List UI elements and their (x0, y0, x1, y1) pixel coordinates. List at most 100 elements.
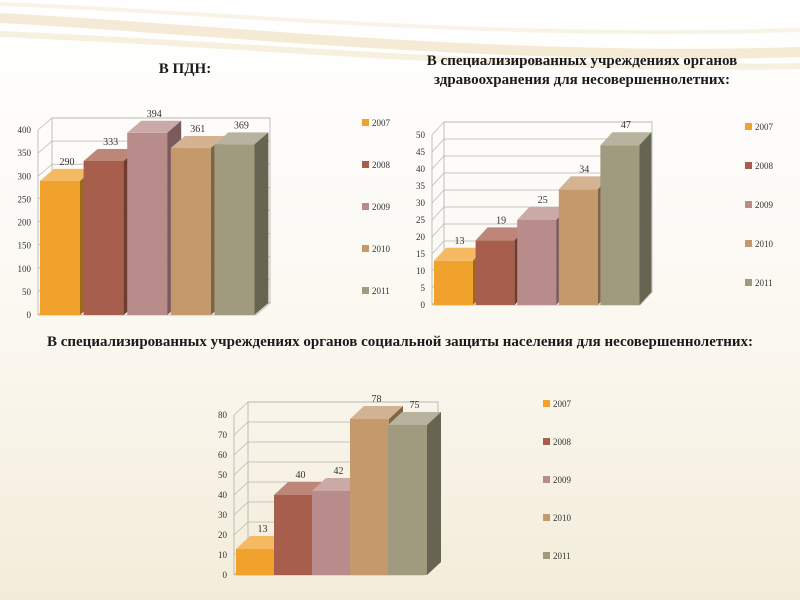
y-tick-label: 50 (416, 130, 426, 140)
bar-2011 (600, 132, 652, 305)
legend-swatch (362, 287, 369, 294)
bar-top (558, 176, 610, 190)
data-label: 40 (296, 470, 306, 481)
bar-front (558, 189, 598, 305)
y-tick-label: 35 (416, 181, 426, 191)
y-tick-label: 150 (18, 241, 32, 251)
bar-front (236, 549, 275, 575)
bar-top (434, 247, 485, 261)
y-tick-label: 0 (421, 300, 426, 310)
bar-top (127, 120, 182, 133)
y-tick-label: 45 (416, 147, 426, 157)
legend-label: 2007 (755, 122, 774, 132)
legend-swatch (745, 201, 752, 208)
legend-swatch (543, 476, 550, 483)
gridline (431, 172, 652, 187)
y-tick-label: 40 (218, 490, 228, 500)
legend-swatch (745, 162, 752, 169)
bar-front (214, 144, 255, 315)
legend-label: 2011 (755, 278, 773, 288)
gridline (431, 138, 652, 153)
legend-swatch (745, 240, 752, 247)
bar-front (434, 260, 473, 305)
y-tick-label: 100 (18, 264, 32, 274)
chart-title-social: В специализированных учреждениях органов… (46, 334, 754, 350)
legend-swatch (362, 203, 369, 210)
gridline (431, 155, 652, 170)
bar-top (83, 148, 138, 161)
legend-label: 2009 (372, 202, 391, 212)
y-tick-label: 80 (218, 410, 228, 420)
legend-label: 2011 (372, 286, 390, 296)
legend-label: 2009 (553, 475, 572, 485)
bar-top (214, 132, 269, 145)
data-label: 78 (372, 394, 382, 405)
data-label: 394 (147, 109, 162, 120)
data-label: 290 (60, 157, 75, 168)
y-tick-label: 50 (218, 470, 228, 480)
legend-swatch (362, 119, 369, 126)
bar-top (170, 136, 225, 149)
bar-side (254, 132, 269, 315)
y-tick-label: 20 (416, 232, 426, 242)
chart-health: 0 5 10 15 20 25 30 35 40 45 50 13 19 25 34 47 2007 2008 20… (416, 120, 774, 310)
y-tick-label: 0 (27, 310, 32, 320)
bar-front (517, 220, 557, 305)
bar-2011 (214, 132, 269, 315)
y-tick-label: 5 (421, 283, 426, 293)
gridline (233, 401, 438, 416)
legend-swatch (543, 400, 550, 407)
y-tick-label: 15 (416, 249, 426, 259)
y-tick-label: 30 (218, 510, 228, 520)
bar-front (475, 240, 515, 305)
bar-front (127, 132, 168, 315)
bar-2011 (388, 412, 441, 575)
y-tick-label: 25 (416, 215, 426, 225)
bar-front (274, 495, 313, 575)
gridline (431, 121, 652, 136)
legend-label: 2011 (553, 551, 571, 561)
data-label: 42 (334, 466, 344, 477)
legend-label: 2010 (372, 244, 391, 254)
legend-label: 2010 (755, 239, 774, 249)
legend-swatch (362, 161, 369, 168)
y-tick-label: 400 (18, 125, 32, 135)
bar-side (639, 132, 652, 305)
y-tick-label: 250 (18, 194, 32, 204)
y-tick-label: 70 (218, 430, 228, 440)
legend-label: 2010 (553, 513, 572, 523)
legend-swatch (745, 123, 752, 130)
data-label: 34 (579, 164, 589, 175)
legend-swatch (543, 438, 550, 445)
data-label: 361 (190, 124, 205, 135)
bar-top (350, 406, 403, 419)
y-tick-label: 300 (18, 171, 32, 181)
y-tick-label: 60 (218, 450, 228, 460)
bar-top (40, 168, 94, 181)
bar-front (170, 148, 211, 315)
y-tick-label: 200 (18, 218, 32, 228)
y-tick-label: 20 (218, 530, 228, 540)
bar-top (600, 132, 652, 146)
data-label: 13 (455, 236, 465, 247)
legend-label: 2008 (372, 160, 391, 170)
data-label: 19 (496, 215, 506, 226)
bar-front (600, 145, 640, 305)
gridline (37, 117, 270, 131)
y-tick-label: 0 (223, 570, 228, 580)
chart-title-pdn: В ПДН: (158, 61, 212, 77)
chart-pdn: 0 50 100 150 200 250 300 350 400 290 333 394 361 369 2… (18, 109, 391, 320)
data-label: 75 (410, 400, 420, 411)
chart-title-health: В специализированных учреждениях органов… (426, 53, 738, 88)
data-label: 369 (234, 120, 249, 131)
y-tick-label: 10 (218, 550, 228, 560)
y-tick-label: 30 (416, 198, 426, 208)
bar-front (350, 419, 389, 575)
legend-label: 2007 (553, 399, 572, 409)
legend-label: 2008 (553, 437, 572, 447)
legend-label: 2007 (372, 118, 391, 128)
bar-front (312, 491, 351, 575)
y-tick-label: 50 (22, 287, 32, 297)
chart-social: 0 10 20 30 40 50 60 70 80 13 40 42 78 75 2007 2008 2009 2… (218, 394, 572, 580)
data-label: 13 (258, 524, 268, 535)
